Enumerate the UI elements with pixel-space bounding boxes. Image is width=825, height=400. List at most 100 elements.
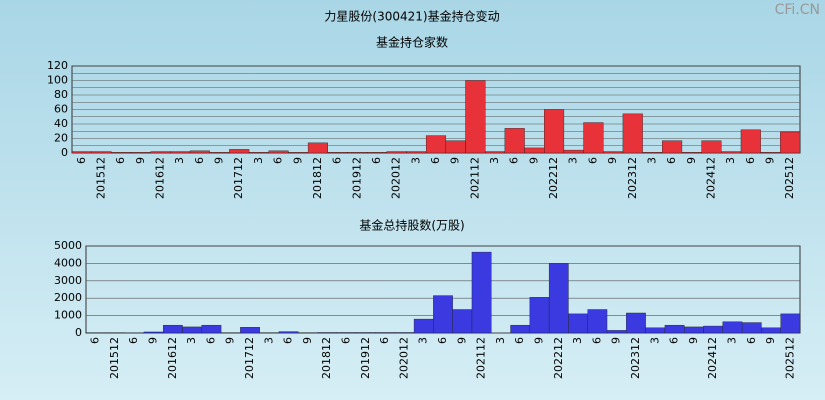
bar — [583, 122, 604, 154]
bar — [288, 152, 309, 154]
bar — [761, 327, 781, 334]
y-tick-label: 120 — [47, 59, 68, 72]
bar — [780, 131, 801, 154]
x-tick-label: 3 — [567, 157, 580, 164]
x-tick-label: 6 — [668, 337, 681, 344]
bar — [278, 331, 299, 334]
x-tick-label: 6 — [282, 337, 295, 344]
x-tick-label: 9 — [147, 337, 160, 344]
x-tick-label: 201512 — [95, 157, 108, 199]
bar — [465, 80, 486, 154]
x-tick-label: 9 — [685, 157, 698, 164]
bar — [740, 129, 761, 154]
x-tick-label: 201812 — [320, 337, 333, 379]
x-tick-label: 9 — [763, 157, 776, 164]
y-tick-label: 4000 — [54, 256, 82, 269]
bar — [529, 297, 550, 334]
x-tick-label: 9 — [291, 157, 304, 164]
x-tick-label: 9 — [224, 337, 237, 344]
x-tick-label: 3 — [725, 337, 738, 344]
x-tick-label: 202312 — [629, 337, 642, 379]
bar — [170, 151, 191, 154]
x-tick-label: 6 — [75, 157, 88, 164]
chart-title: 基金持仓家数 — [376, 35, 448, 50]
bar — [664, 324, 685, 334]
x-tick-label: 3 — [645, 157, 658, 164]
x-tick-label: 201612 — [166, 337, 179, 379]
y-tick-label: 1000 — [54, 309, 82, 322]
y-tick-label: 0 — [75, 326, 82, 339]
bar — [229, 149, 250, 154]
bar — [606, 330, 627, 334]
bar — [91, 151, 112, 154]
bar — [307, 142, 328, 154]
x-tick-label: 6 — [127, 337, 140, 344]
x-tick-label: 202212 — [547, 157, 560, 199]
bar — [71, 151, 92, 154]
x-tick-label: 202112 — [468, 157, 481, 199]
bar — [504, 128, 525, 154]
page-title: 力星股份(300421)基金持仓变动 — [324, 9, 499, 24]
x-tick-label: 6 — [665, 157, 678, 164]
x-tick-label: 6 — [513, 337, 526, 344]
bar — [645, 327, 666, 334]
bar — [684, 326, 704, 334]
x-tick-label: 6 — [331, 157, 344, 164]
bar — [347, 152, 368, 154]
bar — [484, 151, 506, 154]
bar — [130, 152, 151, 154]
x-tick-label: 202012 — [390, 157, 403, 199]
watermark: CFi.CN — [775, 2, 820, 18]
y-tick-label: 80 — [54, 88, 68, 101]
bar — [327, 152, 348, 154]
x-tick-label: 6 — [340, 337, 353, 344]
x-tick-label: 9 — [610, 337, 623, 344]
x-tick-label: 6 — [590, 337, 603, 344]
bar — [268, 150, 289, 154]
x-tick-label: 202012 — [397, 337, 410, 379]
bar — [701, 140, 722, 154]
x-tick-label: 202312 — [626, 157, 639, 199]
x-tick-label: 6 — [436, 337, 449, 344]
bar — [471, 251, 492, 334]
bar — [452, 309, 473, 334]
x-tick-label: 3 — [252, 157, 265, 164]
bar — [240, 327, 260, 334]
bar — [375, 332, 395, 334]
bar — [681, 152, 702, 154]
y-tick-label: 60 — [54, 103, 68, 116]
bar — [355, 332, 376, 334]
x-tick-label: 202512 — [783, 157, 796, 199]
bar — [445, 140, 466, 154]
y-tick-label: 2000 — [54, 291, 82, 304]
x-tick-label: 3 — [648, 337, 661, 344]
bar — [760, 152, 781, 154]
bar — [386, 151, 407, 154]
x-tick-label: 202412 — [704, 157, 717, 199]
y-tick-label: 0 — [61, 146, 68, 159]
x-tick-label: 202112 — [475, 337, 488, 379]
x-tick-label: 3 — [724, 157, 737, 164]
y-tick-label: 20 — [54, 132, 68, 145]
bar — [182, 326, 202, 334]
x-tick-label: 201912 — [350, 157, 363, 199]
y-tick-label: 5000 — [54, 239, 82, 252]
x-tick-label: 3 — [185, 337, 198, 344]
bar — [143, 331, 164, 334]
x-tick-label: 9 — [301, 337, 314, 344]
bar — [703, 325, 724, 334]
bar — [433, 295, 453, 334]
bar — [622, 113, 643, 154]
x-tick-label: 202512 — [783, 337, 796, 379]
x-tick-label: 9 — [527, 157, 540, 164]
bar — [548, 263, 569, 334]
bar — [366, 152, 388, 154]
bar — [162, 324, 183, 334]
x-tick-label: 9 — [687, 337, 700, 344]
x-tick-label: 9 — [606, 157, 619, 164]
x-tick-label: 201812 — [311, 157, 324, 199]
bar — [150, 151, 171, 154]
x-tick-label: 6 — [370, 157, 383, 164]
bar — [394, 332, 415, 334]
